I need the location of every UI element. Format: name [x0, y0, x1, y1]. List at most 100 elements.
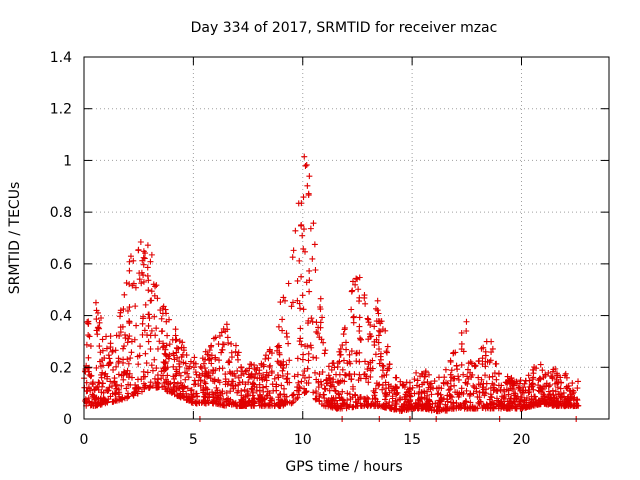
data-point	[268, 369, 275, 376]
data-point	[413, 369, 420, 376]
data-point	[463, 398, 470, 405]
data-point	[83, 388, 90, 395]
data-point	[185, 374, 192, 381]
data-point	[225, 358, 232, 365]
data-point	[250, 381, 257, 388]
data-point	[288, 303, 295, 310]
data-point	[284, 333, 291, 340]
data-point	[341, 401, 348, 408]
data-point	[123, 385, 130, 392]
data-point	[315, 378, 322, 385]
data-point	[124, 307, 131, 314]
data-point	[542, 372, 549, 379]
data-point	[206, 394, 213, 401]
data-point	[575, 378, 582, 385]
data-point	[477, 398, 484, 405]
data-point	[170, 388, 177, 395]
data-point	[332, 387, 339, 394]
data-point	[132, 303, 139, 310]
data-point	[364, 394, 371, 401]
data-point	[267, 362, 274, 369]
x-axis-label: GPS time / hours	[285, 459, 402, 475]
data-point	[362, 300, 369, 307]
data-point	[443, 379, 450, 386]
data-point	[489, 405, 496, 412]
data-point	[240, 394, 247, 401]
data-point	[103, 345, 110, 352]
data-point	[135, 246, 142, 253]
data-point	[226, 400, 233, 407]
data-point	[109, 390, 116, 397]
data-point	[305, 357, 312, 364]
data-point	[208, 360, 215, 367]
data-point	[241, 386, 248, 393]
data-point	[343, 372, 350, 379]
data-point	[383, 348, 390, 355]
data-point	[200, 393, 207, 400]
data-point	[286, 357, 293, 364]
data-point	[151, 292, 158, 299]
data-point	[482, 372, 489, 379]
data-point	[298, 273, 305, 280]
data-point	[452, 389, 459, 396]
data-point	[223, 389, 230, 396]
data-point	[348, 348, 355, 355]
data-point	[301, 368, 308, 375]
data-point	[322, 386, 329, 393]
data-point	[298, 200, 305, 207]
data-point	[377, 350, 384, 357]
data-point	[557, 385, 564, 392]
data-point	[99, 347, 106, 354]
data-point	[99, 380, 106, 387]
data-point	[316, 371, 323, 378]
data-point	[425, 371, 432, 378]
data-point	[97, 395, 104, 402]
data-point	[290, 391, 297, 398]
data-point	[301, 153, 308, 160]
data-point	[383, 385, 390, 392]
data-point	[95, 379, 102, 386]
data-point	[134, 353, 141, 360]
y-axis-label: SRMTID / TECUs	[7, 182, 23, 295]
data-point	[411, 376, 418, 383]
data-point	[435, 390, 442, 397]
data-point	[235, 356, 241, 363]
data-point	[340, 357, 347, 364]
data-point	[107, 359, 114, 366]
data-point	[113, 363, 120, 370]
data-point	[245, 371, 252, 378]
data-point	[423, 396, 430, 403]
data-point	[176, 363, 183, 370]
data-point	[296, 338, 303, 345]
data-point	[349, 278, 356, 285]
data-point	[478, 376, 485, 383]
data-point	[265, 355, 272, 362]
data-point	[147, 379, 154, 386]
data-point	[428, 391, 435, 398]
data-point	[383, 371, 390, 378]
data-point	[353, 350, 360, 357]
data-point	[499, 393, 506, 400]
data-point	[405, 398, 412, 405]
data-point	[139, 257, 146, 264]
data-point	[536, 384, 543, 391]
data-point	[535, 400, 542, 407]
data-point	[144, 369, 151, 376]
data-point	[94, 331, 101, 338]
data-point	[400, 381, 407, 388]
data-point	[292, 227, 299, 234]
data-point	[361, 358, 368, 365]
data-point	[334, 378, 341, 385]
data-point	[353, 349, 360, 356]
data-point	[207, 343, 214, 350]
data-point	[306, 267, 313, 274]
data-point	[297, 325, 304, 332]
data-point	[316, 393, 323, 400]
data-point	[128, 349, 135, 356]
data-point	[275, 374, 282, 381]
data-point	[269, 381, 276, 388]
data-point	[492, 360, 499, 367]
data-point	[546, 400, 553, 407]
data-point	[386, 365, 393, 372]
data-point	[334, 363, 341, 370]
